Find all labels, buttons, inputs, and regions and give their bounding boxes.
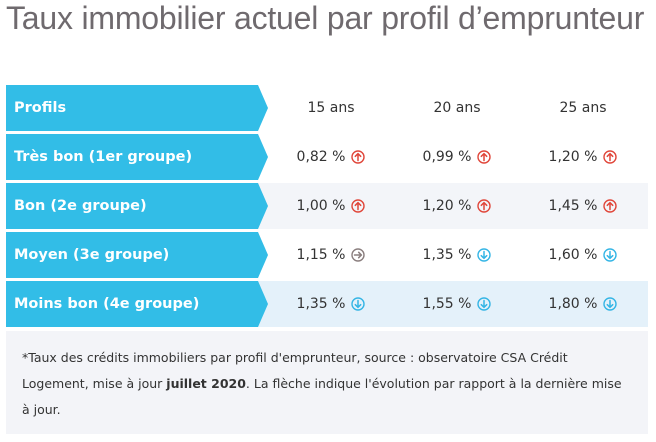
column-header-15: 15 ans <box>307 100 355 116</box>
rate-cell: 1,45 % <box>520 198 646 214</box>
rate-value: 1,00 % <box>296 198 346 214</box>
arrow-down-circle-icon <box>477 248 492 262</box>
rate-cell: 1,80 % <box>520 296 646 312</box>
arrow-down-circle-icon <box>603 297 618 311</box>
footnote-text-before: *Taux des crédits immobiliers par profil… <box>22 350 568 391</box>
rate-value: 1,35 % <box>296 296 346 312</box>
rate-cell: 1,15 % <box>268 247 394 263</box>
rate-cell: 1,20 % <box>520 149 646 165</box>
rate-cell: 1,20 % <box>394 198 520 214</box>
rate-cell: 1,35 % <box>268 296 394 312</box>
page-title: Taux immobilier actuel par profil d’empr… <box>6 0 645 36</box>
arrow-up-circle-icon <box>477 199 492 213</box>
table-row: Bon (2e groupe) 1,00 % 1,20 % 1,45 % <box>6 183 648 229</box>
arrow-down-circle-icon <box>603 248 618 262</box>
arrow-up-circle-icon <box>351 199 366 213</box>
table-header-row: Profils 15 ans 20 ans 25 ans <box>6 85 648 131</box>
arrow-up-circle-icon <box>603 199 618 213</box>
rate-value: 1,80 % <box>548 296 598 312</box>
rate-cell: 0,99 % <box>394 149 520 165</box>
column-header-20: 20 ans <box>433 100 481 116</box>
rate-value: 0,99 % <box>422 149 472 165</box>
rate-value: 1,55 % <box>422 296 472 312</box>
arrow-up-circle-icon <box>603 150 618 164</box>
rate-value: 1,45 % <box>548 198 598 214</box>
row-label: Bon (2e groupe) <box>6 183 268 229</box>
rates-table: Profils 15 ans 20 ans 25 ans Très bon (1… <box>6 85 648 330</box>
footnote: *Taux des crédits immobiliers par profil… <box>6 331 648 434</box>
footnote-text-after: . La flèche indique l'évolution par rapp… <box>22 376 622 417</box>
arrow-down-circle-icon <box>477 297 492 311</box>
arrow-up-circle-icon <box>477 150 492 164</box>
rate-value: 0,82 % <box>296 149 346 165</box>
rate-cell: 1,00 % <box>268 198 394 214</box>
arrow-up-circle-icon <box>351 150 366 164</box>
rate-cell: 1,55 % <box>394 296 520 312</box>
rate-value: 1,35 % <box>422 247 472 263</box>
rate-cell: 0,82 % <box>268 149 394 165</box>
column-header-25: 25 ans <box>559 100 607 116</box>
rate-value: 1,60 % <box>548 247 598 263</box>
row-label: Moins bon (4e groupe) <box>6 281 268 327</box>
table-row: Moyen (3e groupe) 1,15 % 1,35 % 1,60 % <box>6 232 648 278</box>
rate-value: 1,15 % <box>296 247 346 263</box>
rate-cell: 1,60 % <box>520 247 646 263</box>
rate-value: 1,20 % <box>548 149 598 165</box>
footnote-update-date: juillet 2020 <box>166 376 246 391</box>
rate-value: 1,20 % <box>422 198 472 214</box>
header-profile-label: Profils <box>6 85 268 131</box>
arrow-right-circle-icon <box>351 248 366 262</box>
arrow-down-circle-icon <box>351 297 366 311</box>
row-label: Moyen (3e groupe) <box>6 232 268 278</box>
rate-cell: 1,35 % <box>394 247 520 263</box>
table-row: Moins bon (4e groupe) 1,35 % 1,55 % 1,80… <box>6 281 648 327</box>
table-row: Très bon (1er groupe) 0,82 % 0,99 % 1,20… <box>6 134 648 180</box>
row-label: Très bon (1er groupe) <box>6 134 268 180</box>
